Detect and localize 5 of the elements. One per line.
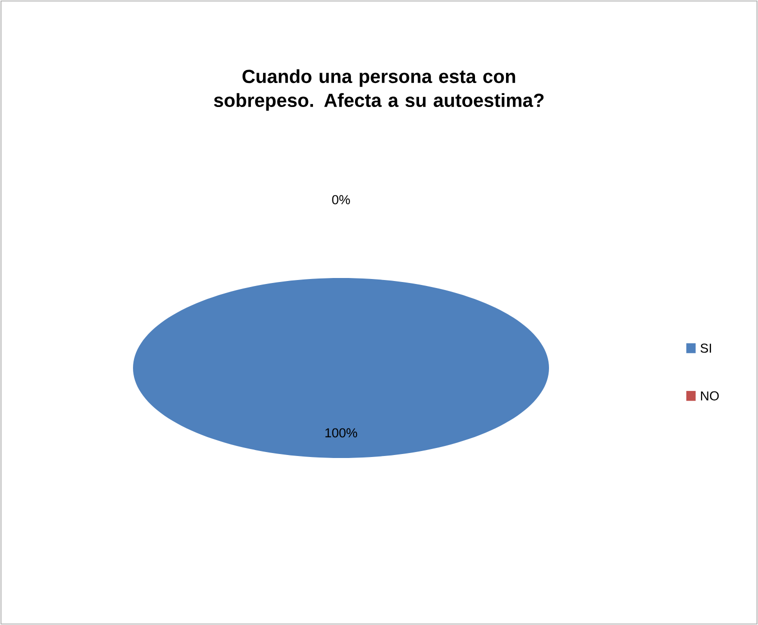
legend-label: NO [701,391,719,400]
chart-title: Cuando una persona esta con sobrepeso. Afecta a su autoestima? [214,69,544,111]
legend-label: SI [700,344,712,353]
data-label: 100% [325,428,358,438]
text: 0% [332,195,350,204]
